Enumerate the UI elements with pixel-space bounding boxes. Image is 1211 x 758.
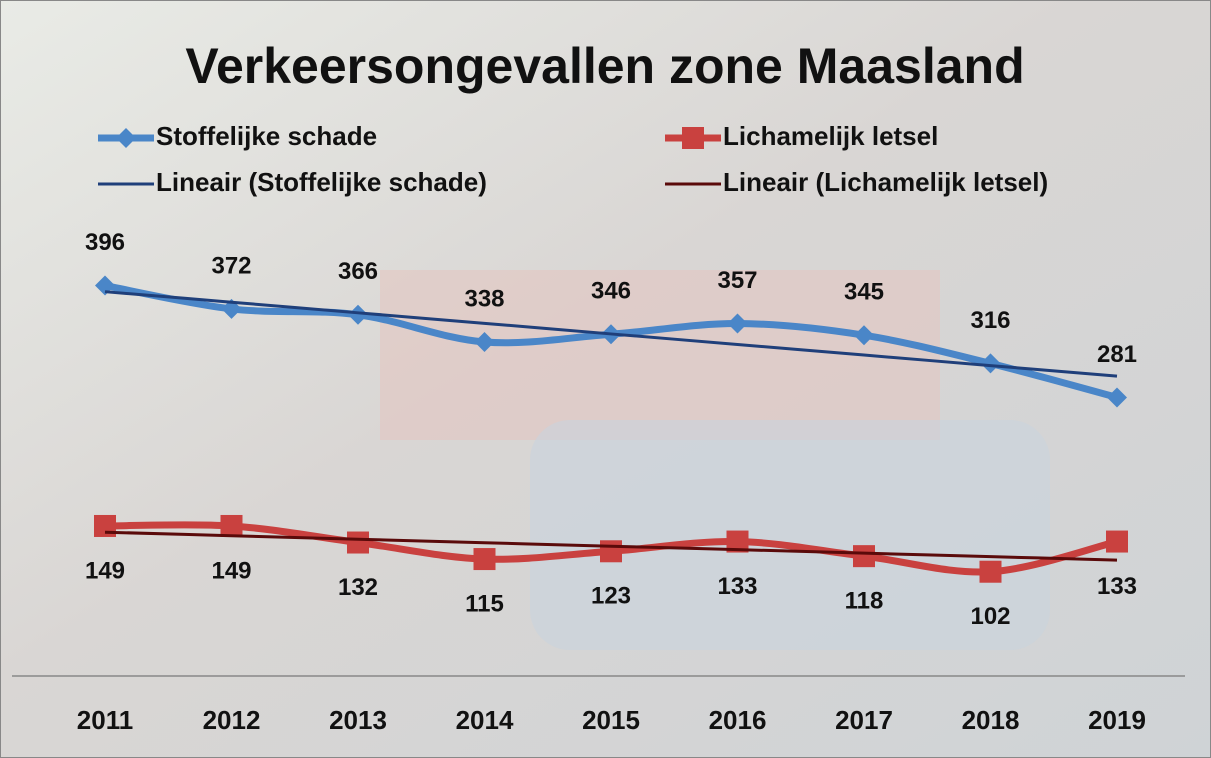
marker — [600, 540, 622, 562]
data-label: 346 — [591, 278, 631, 305]
legend-label: Lineair (Lichamelijk letsel) — [723, 167, 1048, 197]
marker — [347, 532, 369, 554]
data-label: 396 — [85, 229, 125, 256]
data-label: 132 — [338, 574, 378, 601]
data-label: 115 — [465, 590, 504, 617]
x-tick-label: 2019 — [1088, 705, 1146, 735]
legend-label: Lichamelijk letsel — [723, 121, 938, 151]
marker — [980, 561, 1002, 583]
x-tick-label: 2012 — [203, 705, 261, 735]
data-label: 372 — [211, 252, 251, 279]
legend-label: Stoffelijke schade — [156, 121, 377, 151]
x-tick-label: 2013 — [329, 705, 387, 735]
chart: Verkeersongevallen zone Maasland 2011 201… — [0, 0, 1211, 758]
data-label: 281 — [1097, 341, 1137, 368]
marker — [221, 515, 243, 537]
data-label: 118 — [845, 587, 884, 614]
x-tick-label: 2016 — [709, 705, 767, 735]
data-label: 345 — [844, 279, 884, 306]
data-label: 316 — [970, 307, 1010, 334]
marker — [853, 545, 875, 567]
data-label: 149 — [85, 557, 125, 584]
data-label: 338 — [464, 285, 504, 312]
x-tick-label: 2018 — [962, 705, 1020, 735]
marker — [474, 548, 496, 570]
x-tick-label: 2011 — [77, 705, 133, 735]
data-label: 133 — [1097, 573, 1137, 600]
data-label: 149 — [211, 557, 251, 584]
data-label: 357 — [717, 267, 757, 294]
legend-label: Lineair (Stoffelijke schade) — [156, 167, 487, 197]
data-label: 366 — [338, 258, 378, 285]
data-label: 123 — [591, 583, 631, 610]
marker — [682, 127, 704, 149]
chart-title: Verkeersongevallen zone Maasland — [185, 38, 1024, 94]
marker — [1106, 531, 1128, 553]
data-label: 133 — [717, 573, 757, 600]
data-label: 102 — [970, 603, 1010, 630]
x-tick-label: 2014 — [456, 705, 514, 735]
x-tick-label: 2017 — [835, 705, 893, 735]
x-tick-label: 2015 — [582, 705, 640, 735]
